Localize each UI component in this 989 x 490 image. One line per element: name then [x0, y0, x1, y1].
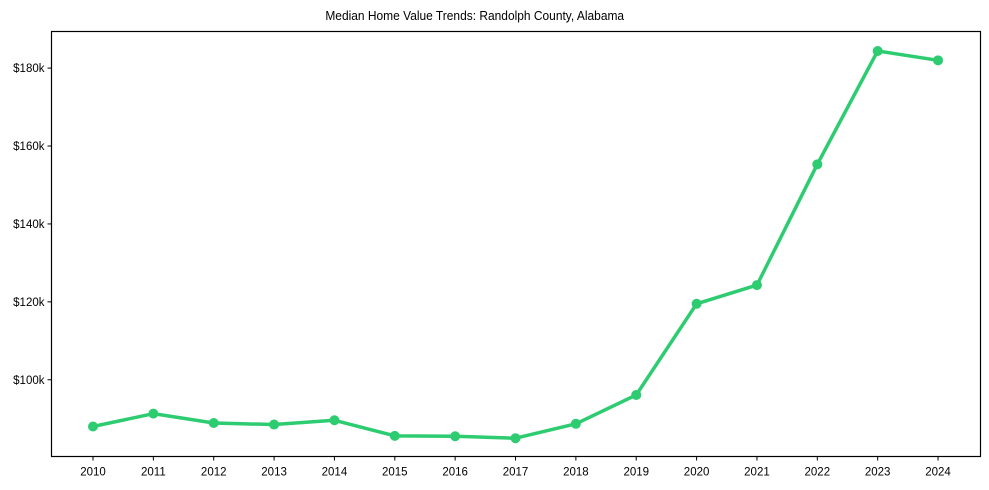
x-tick-label: 2013 — [261, 467, 287, 479]
x-tick-label: 2016 — [442, 467, 468, 479]
chart-title: Median Home Value Trends: Randolph Count… — [325, 8, 625, 23]
data-point-marker — [631, 389, 642, 400]
data-point-marker — [812, 159, 823, 170]
x-tick-label: 2023 — [865, 467, 891, 479]
data-series — [88, 45, 944, 444]
data-point-marker — [510, 433, 521, 444]
data-point-marker — [691, 298, 702, 309]
x-tick-label: 2024 — [925, 467, 951, 479]
data-point-marker — [872, 45, 883, 56]
x-tick-label: 2017 — [503, 467, 529, 479]
data-point-marker — [450, 431, 461, 442]
data-point-marker — [269, 419, 280, 430]
data-point-marker — [329, 415, 340, 426]
series-line — [91, 49, 940, 440]
data-point-marker — [208, 417, 219, 428]
y-tick-label: $180k — [13, 63, 45, 75]
x-tick-label: 2018 — [563, 467, 589, 479]
x-tick-label: 2021 — [744, 467, 770, 479]
x-tick-label: 2022 — [805, 467, 831, 479]
y-axis: $100k $120k $140k $160k $180k — [13, 63, 52, 387]
data-point-marker — [933, 55, 944, 66]
x-tick-label: 2012 — [201, 467, 227, 479]
data-point-marker — [570, 418, 581, 429]
x-tick-label: 2011 — [141, 467, 166, 479]
x-tick-label: 2010 — [80, 467, 106, 479]
data-point-marker — [389, 430, 400, 441]
data-point-marker — [751, 280, 762, 291]
x-tick-label: 2015 — [382, 467, 408, 479]
x-tick-label: 2020 — [684, 467, 710, 479]
data-point-marker — [88, 421, 98, 432]
y-tick-label: $140k — [13, 219, 45, 231]
x-tick-label: 2014 — [322, 467, 348, 479]
x-tick-label: 2019 — [623, 467, 649, 479]
x-axis: 2010 2011 2012 2013 2014 2015 2016 2017 2018 2019… — [80, 456, 951, 479]
plot-area-frame — [50, 30, 982, 458]
y-tick-label: $160k — [13, 141, 45, 153]
y-tick-label: $100k — [13, 375, 45, 387]
y-tick-label: $120k — [13, 297, 45, 309]
data-point-marker — [148, 408, 159, 419]
